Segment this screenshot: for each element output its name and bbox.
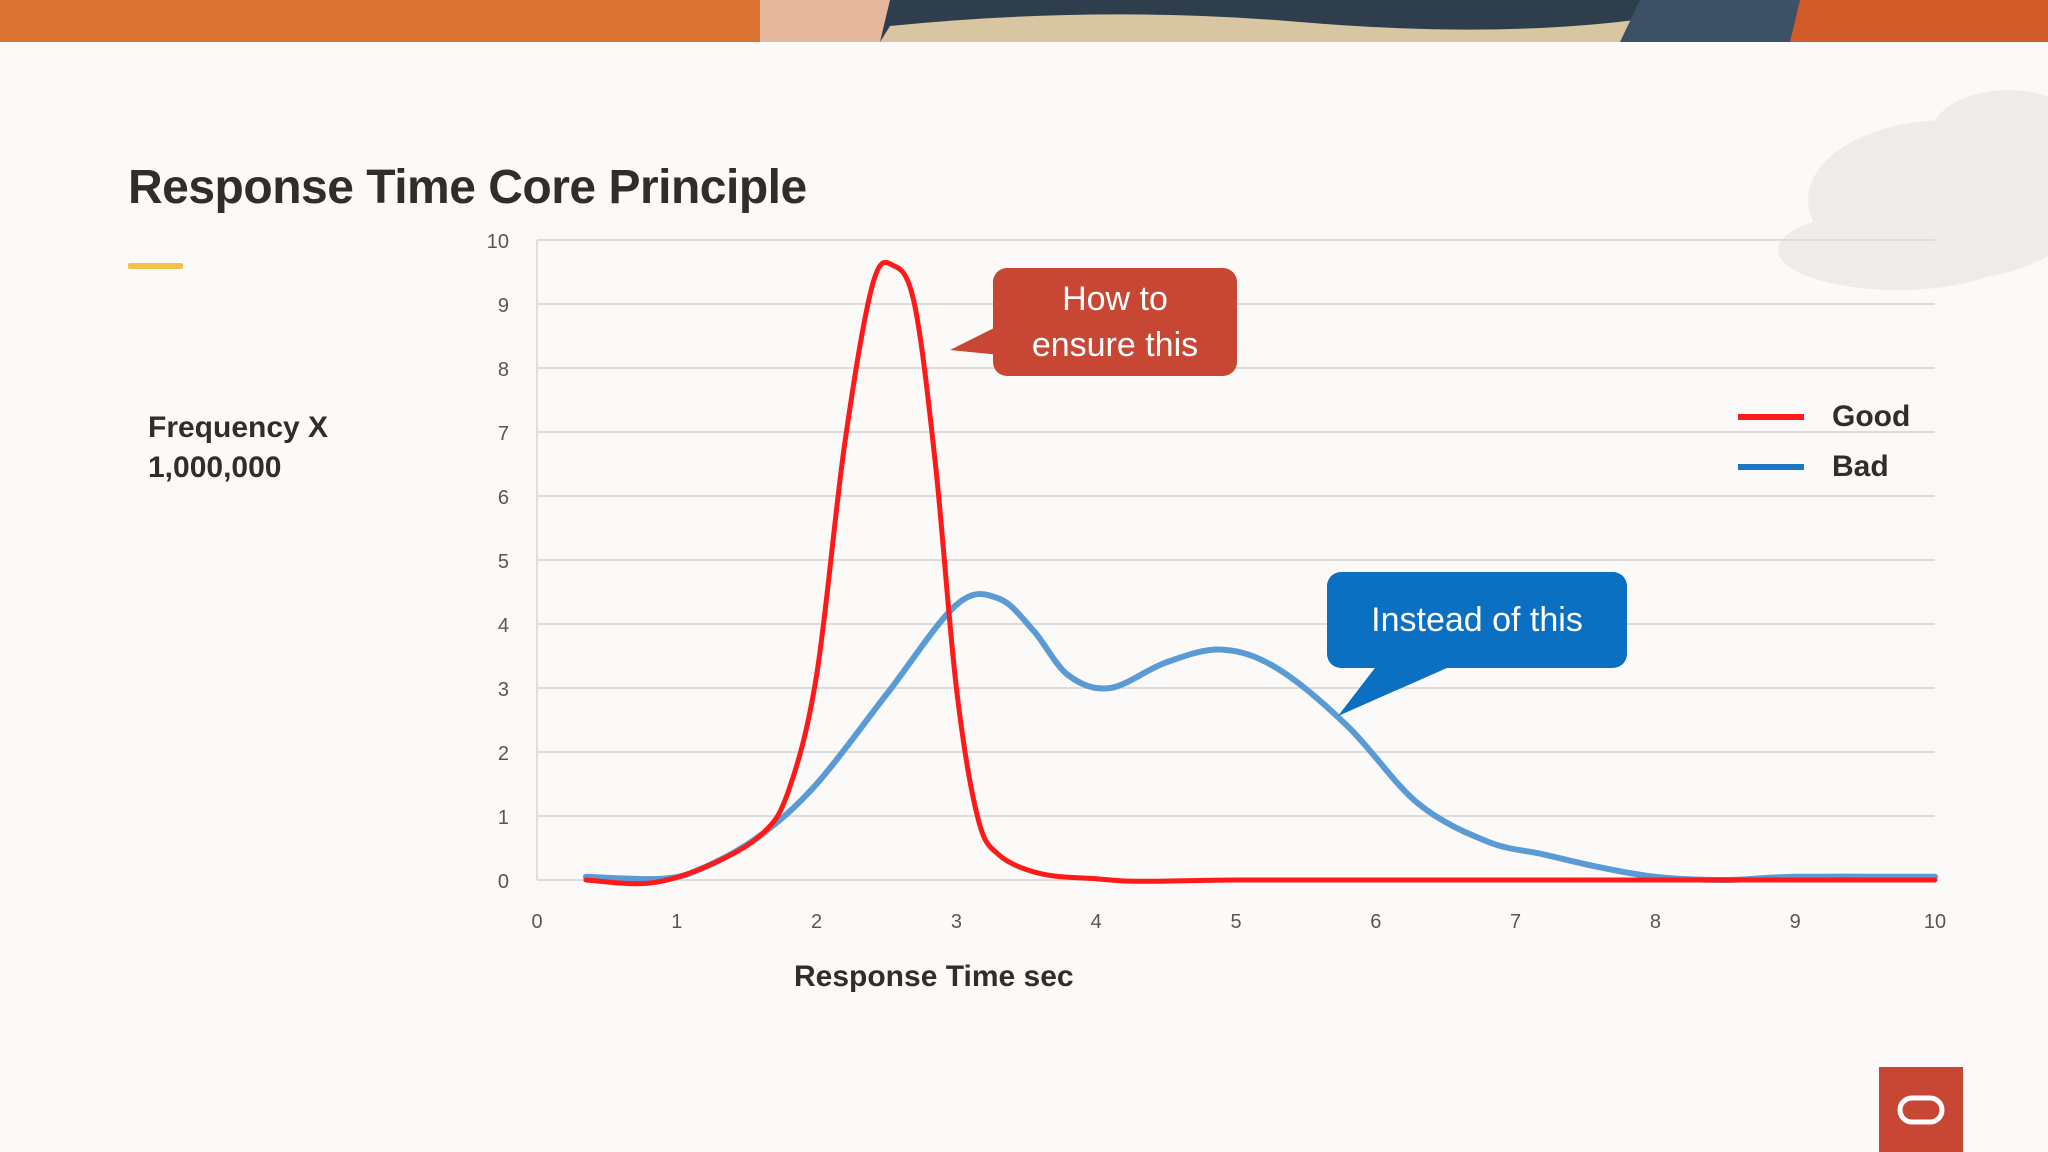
y-tick-label: 3	[498, 679, 509, 701]
y-tick-label: 7	[498, 423, 509, 445]
y-tick-label: 6	[498, 487, 509, 509]
callout-bad-tail	[1338, 664, 1456, 716]
series-line-bad	[582, 591, 1938, 883]
x-tick-label: 9	[1790, 911, 1801, 933]
legend-swatch-good	[1738, 414, 1804, 420]
legend-label-bad: Bad	[1832, 450, 1889, 483]
x-tick-label: 1	[671, 911, 682, 933]
decorative-banner	[0, 0, 2048, 42]
callout-bad: Instead of this	[1327, 572, 1627, 668]
y-axis-title-line1: Frequency X	[148, 411, 329, 444]
callout-good-line2: ensure this	[1031, 326, 1199, 364]
y-tick-label: 2	[498, 743, 509, 765]
x-tick-label: 7	[1510, 911, 1521, 933]
y-tick-label: 5	[498, 551, 509, 573]
y-axis-title-line2: 1,000,000	[148, 451, 282, 484]
y-tick-label: 4	[498, 615, 509, 637]
x-tick-label: 8	[1650, 911, 1661, 933]
oracle-logo-icon	[1897, 1095, 1945, 1124]
x-axis-title: Response Time sec	[794, 960, 1074, 993]
legend-label-good: Good	[1832, 400, 1911, 433]
y-tick-label: 8	[498, 359, 509, 381]
chart-legend: Good Bad	[1738, 392, 1910, 492]
y-axis-title: Frequency X 1,000,000	[148, 408, 368, 488]
series-line-good	[583, 259, 1938, 887]
oracle-logo	[1879, 1067, 1963, 1152]
x-tick-label: 4	[1091, 911, 1102, 933]
x-tick-label: 10	[1924, 911, 1946, 933]
legend-swatch-bad	[1738, 464, 1804, 470]
line-chart: 0 1 2 3 4 5 6 7 8 9 10 0 1 2 3 4 5 6 7 8 9 10	[487, 231, 1946, 933]
x-tick-label: 5	[1230, 911, 1241, 933]
page-title: Response Time Core Principle	[128, 161, 807, 214]
callout-good-line1: How to	[1062, 280, 1168, 318]
y-tick-label: 1	[498, 807, 509, 829]
x-tick-label: 2	[811, 911, 822, 933]
y-tick-label: 10	[487, 231, 509, 253]
callout-good: How to ensure this	[993, 268, 1237, 376]
callout-good-tail	[950, 325, 1000, 355]
x-tick-label: 6	[1370, 911, 1381, 933]
legend-item-bad: Bad	[1738, 442, 1910, 492]
y-tick-label: 9	[498, 295, 509, 317]
title-accent-bar	[128, 263, 183, 269]
x-tick-label: 0	[531, 911, 542, 933]
legend-item-good: Good	[1738, 392, 1910, 442]
y-tick-label: 0	[498, 871, 509, 893]
x-tick-label: 3	[951, 911, 962, 933]
